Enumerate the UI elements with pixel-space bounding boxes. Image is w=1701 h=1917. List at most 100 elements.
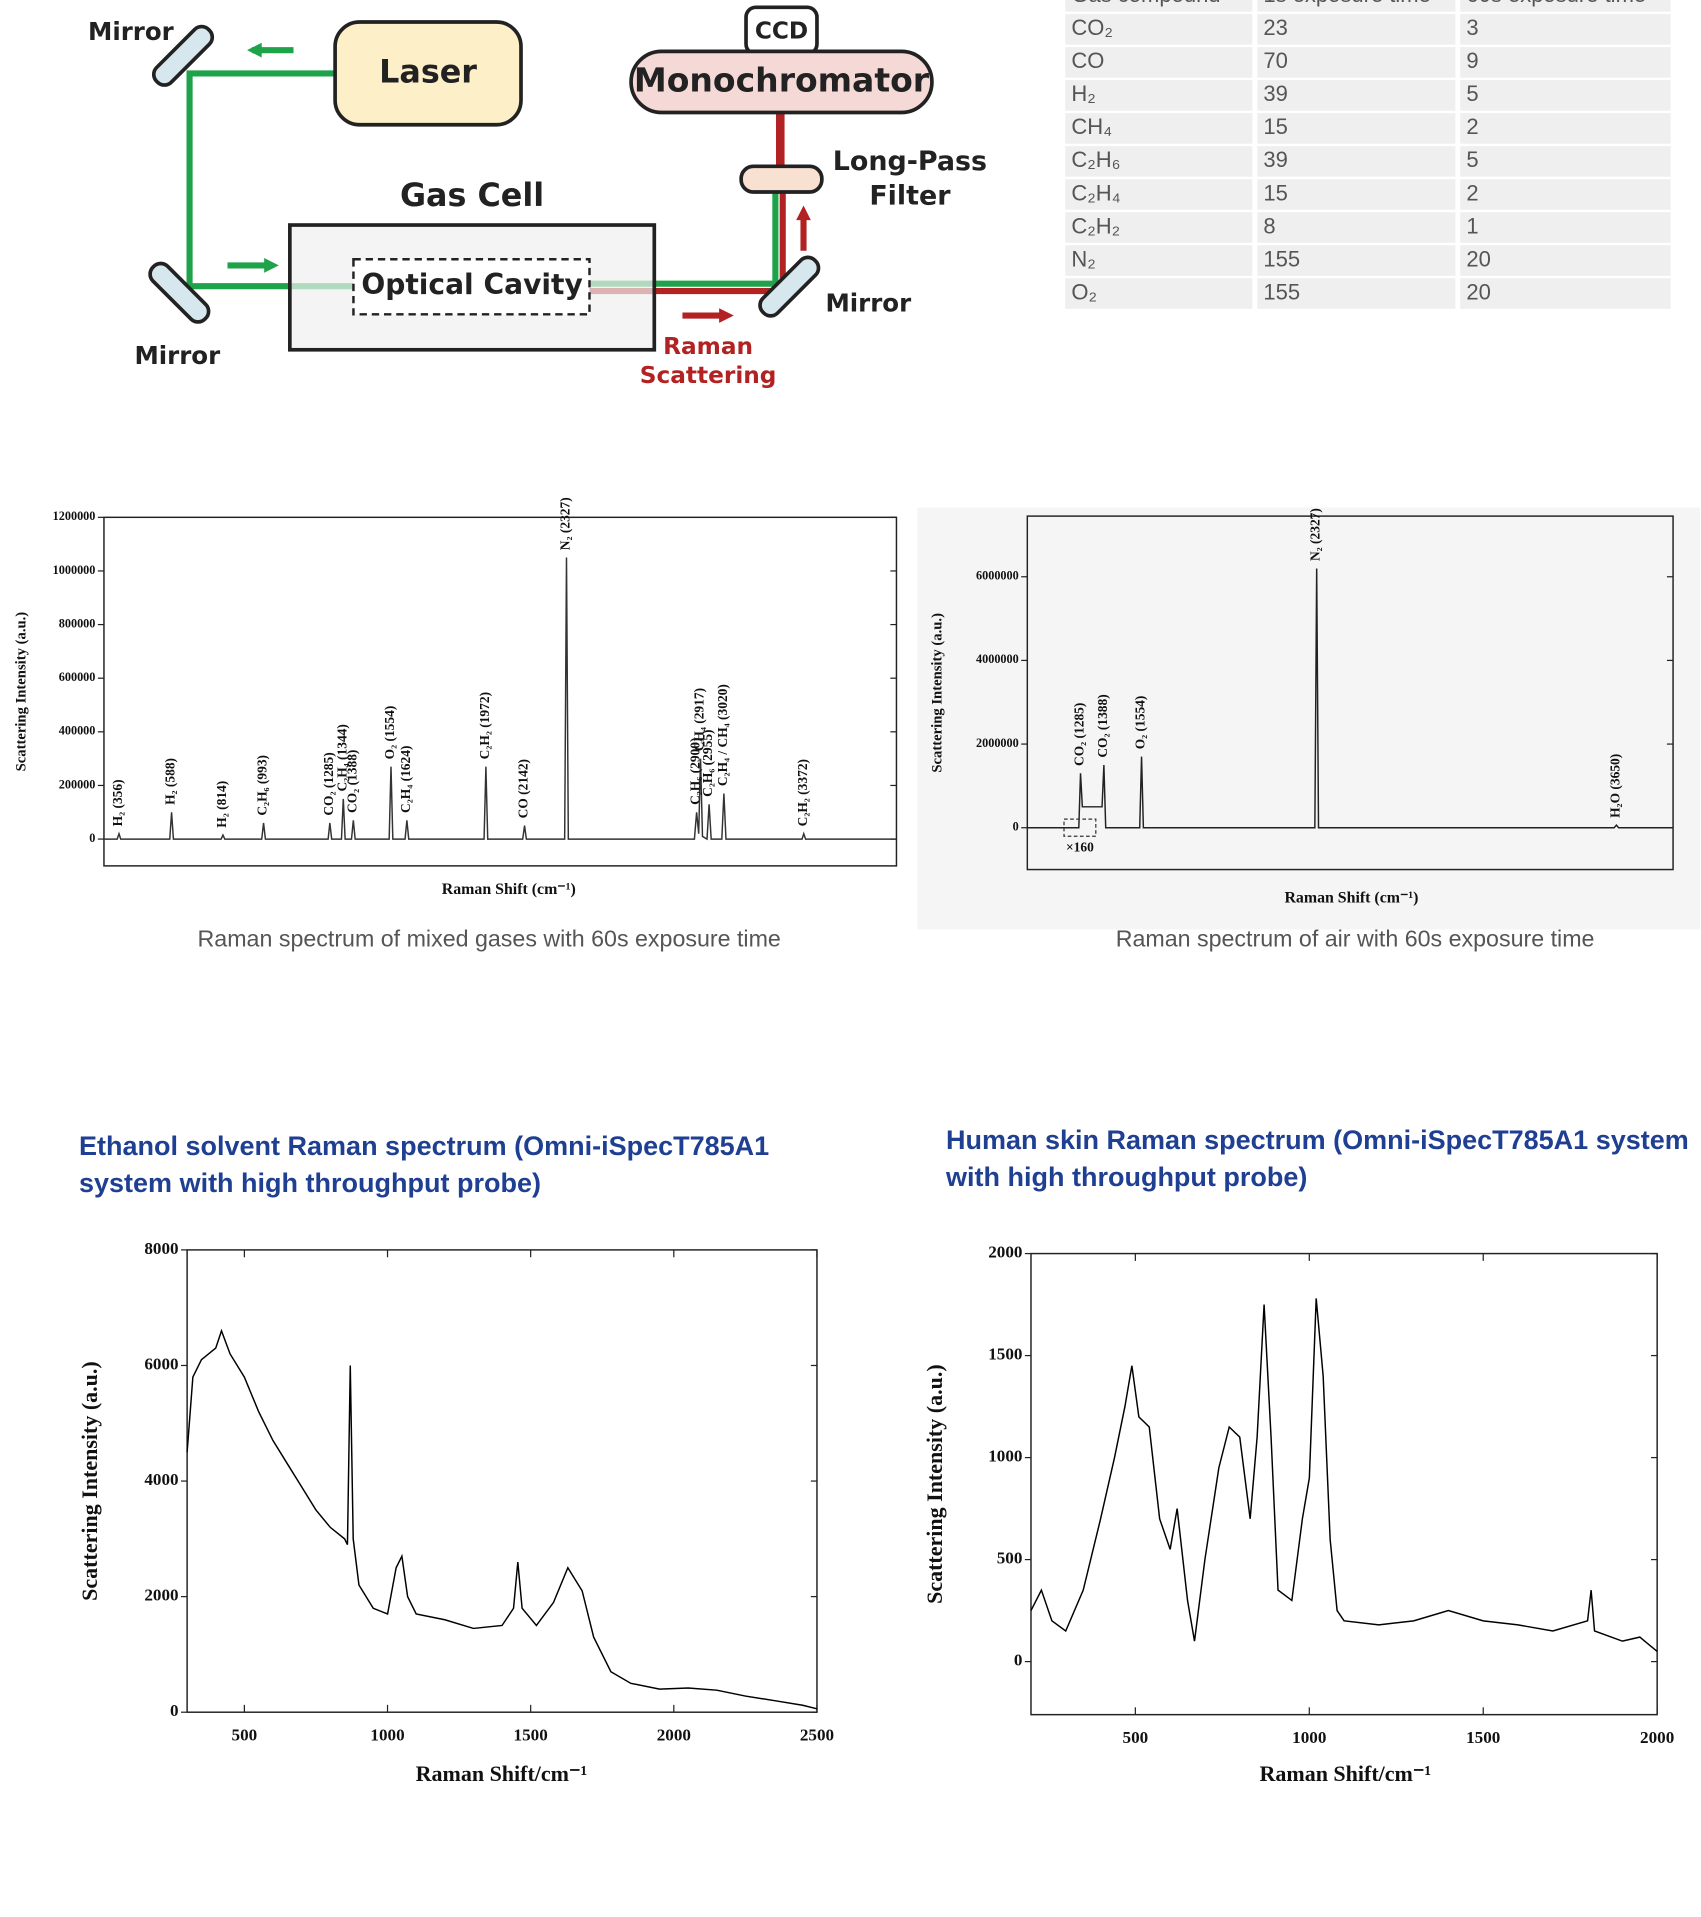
table-text: 155 — [1263, 246, 1300, 271]
peak-label: C₂H₆ (2955) — [700, 729, 715, 796]
x-tick-label: 2500 — [800, 1726, 834, 1745]
table-cell — [1257, 113, 1456, 144]
label: Mirror — [825, 289, 911, 318]
y-tick-label: 1500 — [988, 1345, 1022, 1364]
optical-cavity — [352, 258, 591, 316]
table-text: 5 — [1466, 81, 1478, 106]
table-cell — [1460, 179, 1671, 210]
table-text: 60s exposure time — [1466, 0, 1646, 7]
table-text: 8 — [1263, 213, 1275, 238]
table-text: C₂H₆ — [1071, 147, 1120, 172]
peak-label: CO (2142) — [516, 759, 531, 818]
label: Long-Pass — [833, 146, 987, 177]
y-tick-label: 1000000 — [53, 563, 96, 577]
mirror — [758, 255, 821, 318]
table-text: 1s exposure time — [1263, 0, 1431, 7]
y-axis-label: Scattering Intensity (a.u.) — [77, 1361, 102, 1601]
label: Mirror — [88, 17, 174, 46]
x-axis-label: Raman Shift (cm⁻¹) — [442, 881, 576, 898]
table-text: 20 — [1466, 246, 1490, 271]
y-tick-label: 500 — [997, 1549, 1023, 1568]
peak-label: CO₂ (1285) — [321, 752, 336, 815]
x-tick-label: 1000 — [1292, 1728, 1326, 1747]
peak-label: H₂O (3650) — [1608, 754, 1623, 818]
label: Scattering — [640, 362, 777, 389]
label: Laser — [379, 53, 477, 90]
arrow-head — [264, 258, 279, 273]
table-text: 70 — [1263, 48, 1287, 73]
table-cell — [1065, 0, 1253, 12]
table-text: N₂ — [1071, 246, 1095, 271]
y-tick-label: 1000 — [988, 1447, 1022, 1466]
peak-label: C₂H₄ (1624) — [398, 746, 413, 813]
label: Filter — [869, 180, 951, 211]
x-axis-label: Raman Shift/cm⁻¹ — [1259, 1761, 1431, 1786]
table-cell — [1065, 179, 1253, 210]
peak-label: CO₂ (1388) — [1095, 694, 1110, 757]
arrow-head — [796, 205, 811, 221]
table-text: O₂ — [1071, 279, 1097, 304]
table-text: 5 — [1466, 147, 1478, 172]
y-tick-label: 2000 — [988, 1242, 1022, 1261]
arrow-head — [247, 42, 262, 58]
table-text: CH₄ — [1071, 114, 1112, 139]
table-text: 23 — [1263, 15, 1287, 40]
table-text: 39 — [1263, 147, 1287, 172]
table-cell — [1065, 80, 1253, 111]
plot-frame — [1026, 515, 1674, 871]
y-tick-label: 4000 — [144, 1470, 178, 1489]
table-cell — [1257, 0, 1456, 12]
table-text: 15 — [1263, 180, 1287, 205]
mirror — [151, 24, 215, 87]
spectrum-line — [1027, 568, 1674, 829]
table-cell — [1257, 278, 1456, 309]
y-tick-label: 0 — [1013, 820, 1019, 834]
x-axis-label: Raman Shift (cm⁻¹) — [1284, 890, 1418, 907]
table-cell — [1065, 212, 1253, 243]
peak-label: C₂H₄ (1344) — [334, 724, 349, 791]
peak-label: N₂ (2327) — [1308, 508, 1323, 561]
chart-background — [917, 507, 1700, 930]
table-cell — [1257, 14, 1456, 45]
spectrum-line — [103, 557, 897, 841]
mirror — [148, 261, 211, 324]
y-tick-label: 2000000 — [976, 736, 1019, 750]
plot-frame — [1030, 1252, 1658, 1716]
y-axis-label: Scattering Intensity (a.u.) — [13, 612, 29, 772]
table-cell — [1257, 47, 1456, 78]
table-text: C₂H₂ — [1071, 213, 1120, 238]
beam — [186, 70, 354, 290]
filter — [739, 164, 824, 194]
table-text: 9 — [1466, 48, 1478, 73]
table-cell — [1460, 80, 1671, 111]
table-cell — [1460, 14, 1671, 45]
y-tick-label: 800000 — [59, 616, 96, 630]
label: Mirror — [134, 341, 220, 370]
peak-label: H₂ (356) — [110, 779, 125, 826]
x-tick-label: 2000 — [1640, 1728, 1674, 1747]
y-tick-label: 0 — [1014, 1651, 1023, 1670]
table-cell — [1065, 146, 1253, 177]
y-axis-label: Scattering Intensity (a.u.) — [922, 1364, 947, 1604]
caption: Raman spectrum of air with 60s exposure … — [1116, 926, 1595, 952]
label: Raman — [663, 333, 753, 360]
table-text: 3 — [1466, 15, 1478, 40]
peak-label: CO₂ (1285) — [1072, 703, 1087, 766]
caption: Raman spectrum of mixed gases with 60s e… — [198, 926, 781, 952]
label: Monochromator — [634, 60, 930, 99]
x-tick-label: 1500 — [514, 1726, 548, 1745]
table-cell — [1065, 113, 1253, 144]
table-cell — [1460, 212, 1671, 243]
peak-label: CH₄ (2917) — [692, 688, 707, 751]
label: CCD — [755, 17, 808, 44]
peak-label: O₂ (1554) — [382, 706, 397, 760]
peak-label: C₂H₆ (993) — [255, 755, 270, 816]
table-cell — [1065, 14, 1253, 45]
x-tick-label: 500 — [232, 1726, 258, 1745]
label: Gas Cell — [400, 177, 544, 214]
peak-label: H₂ (814) — [214, 781, 229, 828]
x-tick-label: 2000 — [657, 1726, 691, 1745]
table-cell — [1065, 47, 1253, 78]
chart-title: Human skin Raman spectrum (Omni-iSpecT78… — [946, 1125, 1689, 1192]
